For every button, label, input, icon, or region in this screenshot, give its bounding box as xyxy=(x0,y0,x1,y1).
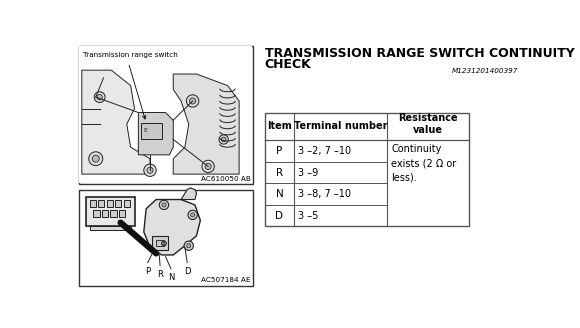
Text: R: R xyxy=(157,270,163,279)
Bar xyxy=(264,113,469,226)
Bar xyxy=(124,200,130,207)
Circle shape xyxy=(186,95,199,107)
Circle shape xyxy=(97,94,102,100)
Text: TRANSMISSION RANGE SWITCH CONTINUITY: TRANSMISSION RANGE SWITCH CONTINUITY xyxy=(264,47,574,60)
Text: 3 –9: 3 –9 xyxy=(298,168,318,177)
Text: CHECK: CHECK xyxy=(264,58,311,71)
Bar xyxy=(90,226,130,230)
Circle shape xyxy=(94,92,105,102)
Bar xyxy=(79,46,253,184)
Bar xyxy=(153,236,168,250)
Polygon shape xyxy=(144,199,200,255)
Circle shape xyxy=(205,163,211,170)
Bar xyxy=(93,210,100,217)
Circle shape xyxy=(89,152,103,166)
Text: D: D xyxy=(276,211,284,221)
Circle shape xyxy=(147,167,153,173)
Circle shape xyxy=(222,137,226,142)
Bar xyxy=(110,210,117,217)
Bar xyxy=(119,210,125,217)
Text: N: N xyxy=(276,189,283,199)
Circle shape xyxy=(92,155,99,162)
Text: Item: Item xyxy=(267,121,292,132)
Circle shape xyxy=(191,213,195,217)
Bar xyxy=(79,190,253,286)
Text: Continuity
exists (2 Ω or
less).: Continuity exists (2 Ω or less). xyxy=(391,144,456,182)
Circle shape xyxy=(190,98,195,104)
Circle shape xyxy=(184,241,193,250)
Text: 3 –5: 3 –5 xyxy=(298,211,318,221)
Text: R: R xyxy=(276,168,283,177)
Circle shape xyxy=(202,160,215,173)
Text: N: N xyxy=(168,274,174,282)
Circle shape xyxy=(187,244,191,248)
Text: 3 –8, 7 –10: 3 –8, 7 –10 xyxy=(298,189,351,199)
Bar xyxy=(86,197,135,226)
Text: M1231201400397: M1231201400397 xyxy=(452,68,518,74)
Text: Resistance
value: Resistance value xyxy=(398,113,458,135)
Bar xyxy=(79,46,252,183)
Circle shape xyxy=(160,200,169,210)
Circle shape xyxy=(144,164,156,176)
Circle shape xyxy=(162,241,166,246)
Circle shape xyxy=(163,242,165,244)
Polygon shape xyxy=(82,70,150,174)
Text: AC507184 AE: AC507184 AE xyxy=(201,277,251,283)
Bar xyxy=(115,200,121,207)
Text: 3 –2, 7 –10: 3 –2, 7 –10 xyxy=(298,146,351,156)
Bar xyxy=(107,200,113,207)
Polygon shape xyxy=(181,188,197,199)
Bar xyxy=(156,239,164,246)
Text: D: D xyxy=(184,267,190,276)
Text: Transmission range switch: Transmission range switch xyxy=(84,52,178,58)
Text: Terminal number: Terminal number xyxy=(294,121,387,132)
Circle shape xyxy=(188,210,197,219)
Bar xyxy=(141,123,162,139)
Text: P: P xyxy=(145,267,150,276)
Circle shape xyxy=(219,135,229,144)
Polygon shape xyxy=(173,74,239,174)
Text: P: P xyxy=(276,146,282,156)
Polygon shape xyxy=(139,113,173,155)
Text: E: E xyxy=(144,129,148,133)
Circle shape xyxy=(162,203,166,207)
Bar xyxy=(89,200,96,207)
Text: AC610050 AB: AC610050 AB xyxy=(201,176,251,182)
Bar xyxy=(98,200,104,207)
Bar xyxy=(102,210,108,217)
